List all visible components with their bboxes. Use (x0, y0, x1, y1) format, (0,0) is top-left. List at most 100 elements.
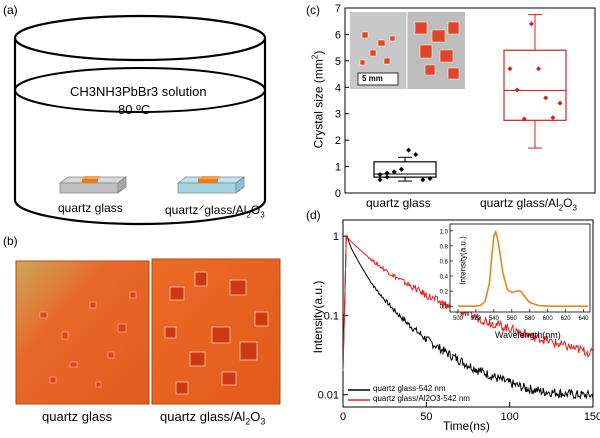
decay-plot-frame (342, 219, 594, 408)
crystals-left (39, 291, 137, 388)
inset-xtick-label: 500 (453, 316, 464, 322)
panel-b-tag: (b) (3, 234, 18, 248)
xtick-label: 150 (584, 411, 600, 423)
pl-spectrum-line (458, 230, 588, 307)
ytick-label: 0.1 (324, 310, 339, 322)
beaker-rim (13, 14, 267, 62)
data-point (398, 166, 404, 172)
pl-inset-series (458, 230, 588, 307)
xtick-label: 100 (500, 411, 518, 423)
data-point (550, 115, 556, 121)
panel-c-tag: (c) (306, 3, 320, 17)
inset-xtick-label: 560 (507, 316, 518, 322)
decay-ylabel: Intensity(a.u.) (311, 280, 325, 354)
xcat-quartz-glass-al2o3: quartz glass/Al2O3 (480, 196, 577, 213)
box-plot-boxes (373, 14, 567, 183)
solution-surface (14, 67, 266, 113)
inset-ytick-label: 0.0 (440, 305, 449, 311)
inset-ytick-label: 0.6 (440, 259, 449, 265)
inset-ytick-label: 1.0 (440, 229, 449, 235)
inset-xtick-label: 520 (471, 316, 482, 322)
inset-ytick-label: 0.2 (440, 290, 449, 296)
data-point (384, 170, 390, 176)
data-point (521, 116, 527, 122)
ytick-label: 0 (335, 188, 341, 200)
xcat-quartz-glass: quartz glass (366, 196, 431, 210)
data-point (557, 100, 563, 106)
decay-xlabel: Time(ns) (443, 419, 490, 433)
panel-a-schematic (13, 14, 267, 226)
box-plot: 0 1 2 3 4 5 6 7 (335, 3, 596, 200)
panel-b: (b) quartz glass quartz glass/Al2O3 (0, 232, 295, 433)
panel-b-photo (0, 232, 295, 433)
inset-xtick-label: 580 (525, 316, 536, 322)
data-point (377, 172, 383, 177)
panel-a-tag: (a) (3, 3, 18, 17)
data-point (507, 66, 513, 72)
panel-d: 0.01 0.1 1 0 50 100 150 0.0 0.2 0.4 0.6 0.8 1.0 500 5… (300, 208, 600, 433)
box-iqr (373, 161, 437, 178)
data-point (391, 169, 397, 175)
inset-xtick-label: 600 (543, 316, 554, 322)
panel-c: 0 1 2 3 4 5 6 7 (c) 5 mm Crystal size (mm2) qua… (300, 0, 600, 215)
sample-left-label: quartz glass (58, 201, 123, 215)
photo-caption-right: quartz glass/Al2O3 (160, 409, 266, 427)
inset-ytick-label: 0.8 (440, 244, 449, 250)
substrate-quartz-al2o3 (176, 176, 246, 194)
decay-plot: 0.01 0.1 1 0 50 100 150 0.0 0.2 0.4 0.6 0.8 1.0 500 5… (318, 219, 600, 423)
sample-right-label: quartz⸍glass/Al2O3 (165, 203, 265, 220)
data-point (514, 87, 520, 93)
box-quartz-glass (373, 147, 437, 183)
decay-ticks: 0.01 0.1 1 0 50 100 150 (318, 231, 600, 423)
crystal-photo-inset (350, 12, 465, 89)
series-quartz-glass (342, 234, 594, 400)
crystals-right (164, 271, 269, 395)
inset-ytick-label: 0.4 (440, 275, 449, 281)
solution-formula: CH3NH3PbBr3 (70, 84, 159, 99)
box-plot-ylabel: Crystal size (mm2) (310, 50, 326, 149)
xtick-label: 50 (420, 411, 432, 423)
data-point (406, 147, 412, 153)
beaker-bottom (13, 199, 267, 226)
box-iqr (503, 49, 567, 121)
ytick-label: 6 (335, 29, 341, 41)
pl-inset-ticks: 0.0 0.2 0.4 0.6 0.8 1.0 500 520 540 560 580 600 620 6… (440, 229, 590, 322)
xtick-label: 0 (340, 411, 346, 423)
solution-suffix: solution (161, 84, 207, 99)
legend-label-quartz: quartz glass-542 nm (373, 384, 446, 393)
temperature-label: 80 ºC (118, 102, 151, 117)
substrate-quartz (58, 176, 128, 194)
box-quartz-glass-al2o3 (503, 14, 567, 149)
inset-xtick-label: 620 (561, 316, 572, 322)
inset-xtick-label: 540 (489, 316, 500, 322)
photo-caption-left: quartz glass (42, 409, 113, 424)
legend-label-al2o3: quartz glass/Al2O3-542 nm (373, 394, 470, 403)
solution-label: CH3NH3PbBr3 solution (70, 84, 207, 99)
ytick-label: 7 (335, 3, 341, 15)
data-point (528, 21, 534, 27)
ytick-label: 3 (335, 109, 341, 121)
box-plot-frame (344, 7, 596, 194)
data-point (427, 175, 433, 181)
decay-series (342, 234, 594, 400)
ytick-label: 1 (333, 231, 339, 243)
inset-xlabel: Wavelength(nm) (495, 330, 561, 340)
data-point (543, 95, 549, 101)
data-point (420, 177, 426, 183)
data-point (413, 152, 419, 158)
series-quartz-glass-al2o3 (342, 235, 594, 371)
panel-a: (a) CH3NH3PbBr3 solution 80 ºC quartz gl… (0, 0, 295, 230)
inset-xtick-label: 640 (579, 316, 590, 322)
box-plot-yticks: 0 1 2 3 4 5 6 7 (335, 3, 349, 200)
ytick-label: 4 (335, 82, 341, 94)
sample-photo-quartz (15, 260, 150, 405)
ytick-label: 1 (335, 162, 341, 174)
ytick-label: 2 (335, 135, 341, 147)
data-point (536, 66, 542, 72)
pl-inset-frame (449, 223, 591, 313)
ytick-label: 0.01 (318, 390, 339, 402)
ytick-label: 5 (335, 56, 341, 68)
data-point (384, 174, 390, 180)
scale-bar-label: 5 mm (362, 74, 383, 83)
data-point (377, 177, 383, 183)
